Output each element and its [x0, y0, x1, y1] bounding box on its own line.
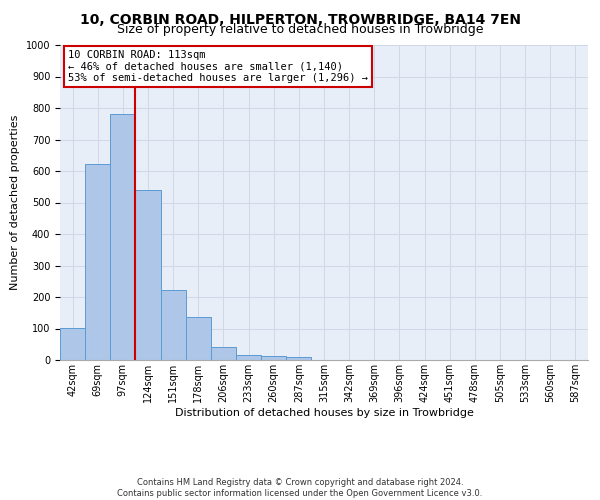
X-axis label: Distribution of detached houses by size in Trowbridge: Distribution of detached houses by size …: [175, 408, 473, 418]
Y-axis label: Number of detached properties: Number of detached properties: [10, 115, 20, 290]
Bar: [110, 114, 136, 360]
Bar: [186, 318, 211, 360]
Bar: [60, 328, 85, 360]
Bar: [236, 356, 261, 360]
Text: 10 CORBIN ROAD: 113sqm
← 46% of detached houses are smaller (1,140)
53% of semi-: 10 CORBIN ROAD: 113sqm ← 46% of detached…: [68, 50, 368, 83]
Bar: [85, 164, 110, 360]
Bar: [161, 290, 186, 360]
Bar: [136, 190, 161, 360]
Text: Size of property relative to detached houses in Trowbridge: Size of property relative to detached ho…: [117, 22, 483, 36]
Bar: [211, 347, 236, 360]
Text: 10, CORBIN ROAD, HILPERTON, TROWBRIDGE, BA14 7EN: 10, CORBIN ROAD, HILPERTON, TROWBRIDGE, …: [79, 12, 521, 26]
Bar: [261, 356, 286, 360]
Text: Contains HM Land Registry data © Crown copyright and database right 2024.
Contai: Contains HM Land Registry data © Crown c…: [118, 478, 482, 498]
Bar: [286, 357, 311, 360]
